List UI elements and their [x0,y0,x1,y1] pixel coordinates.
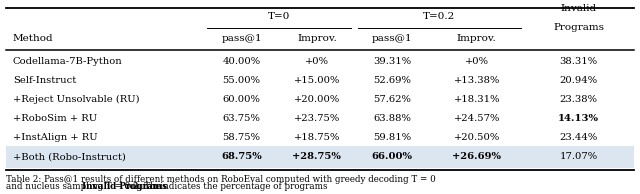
Text: +20.00%: +20.00% [294,95,340,104]
Text: 58.75%: 58.75% [223,133,260,142]
Text: +InstAlign + RU: +InstAlign + RU [13,133,97,142]
Text: T=0: T=0 [268,12,291,21]
Text: 23.44%: 23.44% [559,133,598,142]
Text: +23.75%: +23.75% [294,114,340,123]
Text: Improv.: Improv. [457,34,497,42]
Text: +18.31%: +18.31% [454,95,500,104]
Text: +RoboSim + RU: +RoboSim + RU [13,114,97,123]
Text: 52.69%: 52.69% [373,76,411,85]
Text: and nucleus sampling T = 0.2. The: and nucleus sampling T = 0.2. The [6,182,164,191]
Text: Programs: Programs [553,23,604,32]
Text: +20.50%: +20.50% [454,133,500,142]
Text: 66.00%: 66.00% [372,152,413,161]
Text: Table 2: Pass@1 results of different methods on RoboEval computed with greedy de: Table 2: Pass@1 results of different met… [6,175,436,184]
Text: +Both (Robo-Instruct): +Both (Robo-Instruct) [13,152,125,161]
Text: 20.94%: 20.94% [559,76,598,85]
Text: 38.31%: 38.31% [559,57,598,66]
FancyBboxPatch shape [6,146,634,168]
Text: +Reject Unsolvable (RU): +Reject Unsolvable (RU) [13,95,140,104]
Text: 39.31%: 39.31% [373,57,411,66]
Text: 23.38%: 23.38% [560,95,598,104]
Text: +0%: +0% [305,57,329,66]
Text: +28.75%: +28.75% [292,152,341,161]
Text: +18.75%: +18.75% [294,133,340,142]
Text: +26.69%: +26.69% [452,152,501,161]
Text: Codellama-7B-Python: Codellama-7B-Python [13,57,122,66]
Text: Invalid Programs: Invalid Programs [82,182,167,191]
Text: Method: Method [13,34,53,42]
Text: 14.13%: 14.13% [558,114,599,123]
Text: 63.75%: 63.75% [223,114,260,123]
Text: 68.75%: 68.75% [221,152,262,161]
Text: 57.62%: 57.62% [373,95,411,104]
Text: 40.00%: 40.00% [223,57,260,66]
Text: +0%: +0% [465,57,489,66]
Text: pass@1: pass@1 [221,34,262,42]
Text: +13.38%: +13.38% [454,76,500,85]
Text: 59.81%: 59.81% [373,133,411,142]
Text: 55.00%: 55.00% [223,76,260,85]
Text: T=0.2: T=0.2 [423,12,455,21]
Text: pass@1: pass@1 [372,34,412,42]
Text: column indicates the percentage of programs: column indicates the percentage of progr… [122,182,327,191]
Text: 63.88%: 63.88% [373,114,411,123]
Text: Invalid: Invalid [561,4,596,13]
Text: 17.07%: 17.07% [559,152,598,161]
Text: Improv.: Improv. [297,34,337,42]
Text: +24.57%: +24.57% [454,114,500,123]
Text: Self-Instruct: Self-Instruct [13,76,76,85]
Text: 60.00%: 60.00% [223,95,260,104]
Text: +15.00%: +15.00% [294,76,340,85]
